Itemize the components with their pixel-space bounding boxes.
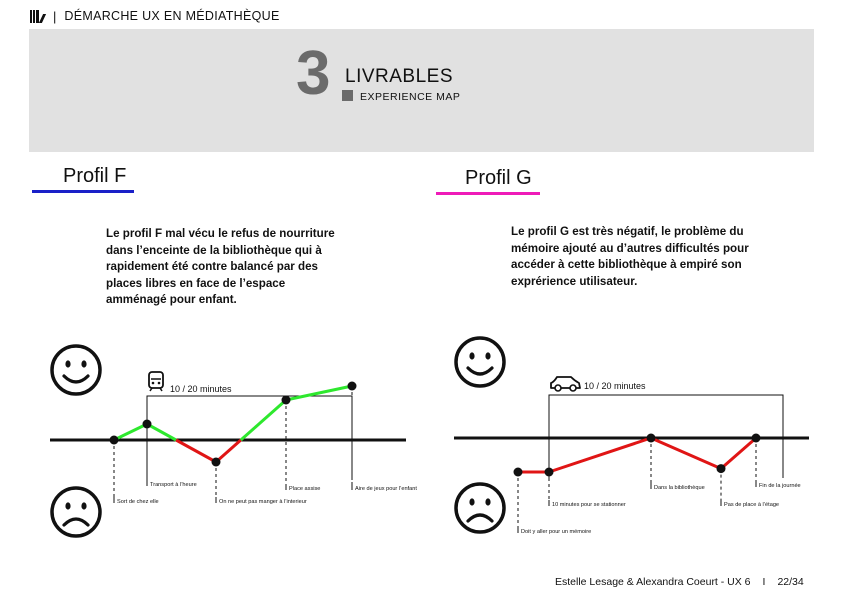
profile-f-journey-point [142,419,152,429]
sad-face-icon-eye [485,498,491,506]
profile-g-description-line: accéder à cette bibliothèque à empiré so… [511,258,742,271]
profile-g-journey-point [544,467,554,477]
profile-f-journey-segment [239,398,287,442]
train-icon-light [151,381,155,385]
happy-face-icon-mouth [62,374,90,384]
profile-f-duration: 10 / 20 minutes [170,384,232,394]
profile-f-description-line: places libres en face de l’espace [106,276,286,290]
profile-f-point-label: Transport à l’heure [150,482,197,488]
sad-face-icon-outline [50,486,102,538]
section-number-dot [342,90,353,101]
profile-g-description-line: exprérience utilisateur. [511,274,638,288]
profile-f-point-label: Place assise [289,486,320,492]
profile-g-journey-point [751,433,761,443]
sad-face-icon-eye [469,498,475,506]
profile-g-description-line: mémoire ajouté au d’autres difficultés p… [511,241,749,255]
profile-g-point-label: Doit y aller pour un mémoire [521,529,591,535]
profile-f-description: Le profil F mal vécu le refus de nourrit… [106,226,366,309]
profile-f-journey-segment [175,438,217,464]
library-books-icon [30,9,47,23]
section-number: 3 [296,39,331,108]
sad-face-icon-eye [65,502,71,510]
profile-g-point-label: Pas de place à l’étage [724,502,779,508]
profile-g-journey-point [513,467,523,477]
profile-f-description-line: Le profil F mal vécu le refus de nourrit… [106,227,335,240]
happy-face-icon-eye [81,360,87,368]
train-icon-light [157,381,161,385]
header-bar: | DÉMARCHE UX EN MÉDIATHÈQUE [30,8,280,24]
document-title: DÉMARCHE UX EN MÉDIATHÈQUE [64,9,280,23]
profile-f-journey-point [347,381,357,391]
section-subtitle: EXPERIENCE MAP [360,91,461,103]
sad-face-icon [454,482,506,534]
car-icon-wheel [569,384,577,392]
profile-f-description-line: rapidement été contre balancé par des [106,260,318,273]
happy-face-icon-eye [485,352,491,360]
profile-f-underline [32,190,134,193]
profile-g-point-label: Fin de la journée [759,483,801,489]
profile-f-journey-segment [215,438,242,464]
sad-face-icon-eye [81,502,87,510]
profile-g-journey-segment [720,436,757,470]
train-icon-rail [159,387,163,392]
footer: Estelle Lesage & Alexandra Coeurt - UX 6… [555,576,804,588]
train-icon-rail [149,387,153,392]
profile-f-title: Profil F [63,165,127,187]
happy-face-icon [50,344,102,396]
section-title: LIVRABLES [345,66,453,87]
profile-f-description-line: amménagé pour enfant. [106,293,237,306]
profile-f-journey-segment [285,384,353,402]
profile-f-point-label: Sort de chez elle [117,499,159,505]
train-icon [148,371,164,392]
profile-f-journey-segment [113,422,148,442]
profile-g-journey-segment [548,436,652,474]
profile-f-description-line: dans l’enceinte de la bibliothèque qui à [106,243,322,257]
happy-face-icon-outline [50,344,102,396]
happy-face-icon-eye [469,352,475,360]
profile-g-journey-segment [650,436,722,470]
profile-g-description: Le profil G est très négatif, le problèm… [511,224,791,290]
happy-face-icon [454,336,506,388]
header-separator: | [53,8,57,24]
profile-f-journey-point [109,435,119,445]
profile-g-title: Profil G [465,167,532,189]
profile-f-transport-box [146,395,353,480]
footer-authors: Estelle Lesage & Alexandra Coeurt - UX 6 [555,576,751,588]
profile-f-point-label: On ne peut pas manger à l’interieur [219,499,307,505]
car-icon-body [550,376,581,389]
profile-g-journey-point [716,464,726,474]
profile-f-journey-segment [146,422,177,442]
profile-g-duration: 10 / 20 minutes [584,381,646,391]
train-icon-body [148,371,164,389]
footer-separator: I [762,576,766,588]
sad-face-icon-mouth [62,517,90,527]
profile-g-point-label: Dans la bibliothèque [654,485,705,491]
page-number: 22/34 [777,576,804,588]
profile-g-journey-point [646,433,656,443]
sad-face-icon-outline [454,482,506,534]
profile-g-description-line: Le profil G est très négatif, le problèm… [511,225,744,238]
profile-g-point-label: 10 minutes pour se stationner [552,502,626,508]
car-icon-wheel [554,384,562,392]
sad-face-icon-mouth [466,513,494,523]
profile-f-journey-point [211,457,221,467]
happy-face-icon-outline [454,336,506,388]
happy-face-icon-mouth [466,366,494,376]
section-banner: 3 LIVRABLES EXPERIENCE MAP [29,29,814,152]
profile-f-journey-point [281,395,291,405]
happy-face-icon-eye [65,360,71,368]
profile-f-point-label: Aire de jeux pour l’enfant [355,486,417,492]
sad-face-icon [50,486,102,538]
profile-g-underline [436,192,540,195]
car-icon [550,376,581,392]
